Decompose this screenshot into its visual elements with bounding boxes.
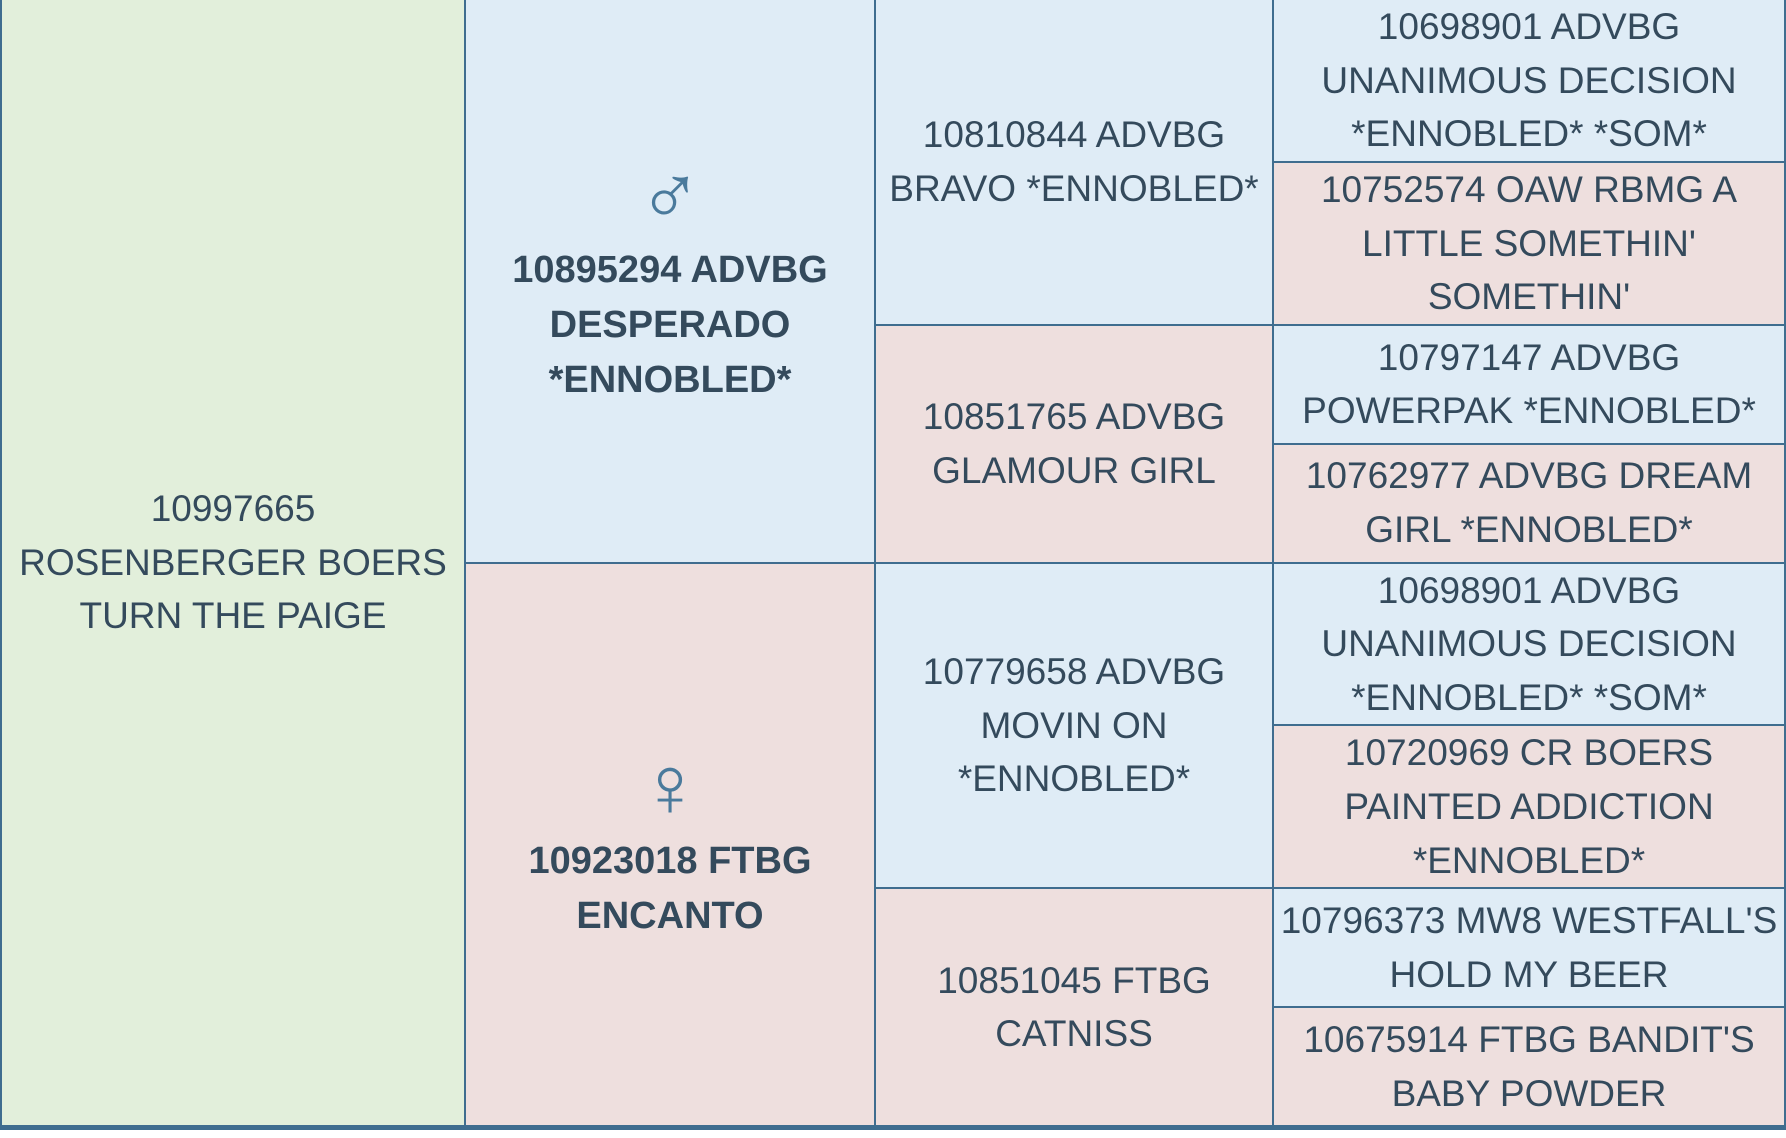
sire-dam-dam-name: 10762977 ADVBG DREAM GIRL *ENNOBLED* <box>1305 455 1753 551</box>
sire-sire-sire-cell[interactable]: 10698901 ADVBG UNANIMOUS DECISION *ENNOB… <box>1274 0 1786 163</box>
sire-dam-name: 10851765 ADVBG GLAMOUR GIRL <box>922 396 1226 491</box>
dam-dam-dam-name: 10675914 FTBG BANDIT'S BABY POWDER <box>1303 1018 1755 1114</box>
dam-sire-sire-name: 10698901 ADVBG UNANIMOUS DECISION *ENNOB… <box>1321 569 1737 718</box>
sire-sire-cell[interactable]: 10810844 ADVBG BRAVO *ENNOBLED* <box>876 0 1274 326</box>
sire-dam-cell[interactable]: 10851765 ADVBG GLAMOUR GIRL <box>876 325 1274 564</box>
dam-dam-cell[interactable]: 10851045 FTBG CATNISS <box>876 889 1274 1127</box>
dam-dam-sire-name: 10796373 MW8 WESTFALL'S HOLD MY BEER <box>1280 900 1778 995</box>
sire-sire-dam-cell[interactable]: 10752574 OAW RBMG A LITTLE SOMETHIN' SOM… <box>1274 162 1786 326</box>
sire-name: 10895294 ADVBG DESPERADO *ENNOBLED* <box>512 249 828 402</box>
sire-dam-sire-cell[interactable]: 10797147 ADVBG POWERPAK *ENNOBLED* <box>1274 325 1786 445</box>
dam-sire-cell[interactable]: 10779658 ADVBG MOVIN ON *ENNOBLED* <box>876 563 1274 890</box>
dam-sire-dam-name: 10720969 CR BOERS PAINTED ADDICTION *ENN… <box>1344 732 1714 881</box>
sire-dam-dam-cell[interactable]: 10762977 ADVBG DREAM GIRL *ENNOBLED* <box>1274 444 1786 564</box>
female-symbol-icon: ♀ <box>637 739 703 836</box>
dam-sire-name: 10779658 ADVBG MOVIN ON *ENNOBLED* <box>922 650 1226 800</box>
dam-dam-sire-cell[interactable]: 10796373 MW8 WESTFALL'S HOLD MY BEER <box>1274 889 1786 1009</box>
subject-name: 10997665 ROSENBERGER BOERS TURN THE PAIG… <box>19 488 447 637</box>
dam-dam-name: 10851045 FTBG CATNISS <box>937 959 1211 1055</box>
sire-cell[interactable]: ♂ 10895294 ADVBG DESPERADO *ENNOBLED* <box>466 0 876 564</box>
sire-sire-name: 10810844 ADVBG BRAVO *ENNOBLED* <box>889 114 1259 209</box>
dam-dam-dam-cell[interactable]: 10675914 FTBG BANDIT'S BABY POWDER <box>1274 1008 1786 1127</box>
subject-cell[interactable]: 10997665 ROSENBERGER BOERS TURN THE PAIG… <box>0 0 466 1127</box>
sire-dam-sire-name: 10797147 ADVBG POWERPAK *ENNOBLED* <box>1302 336 1756 432</box>
dam-sire-dam-cell[interactable]: 10720969 CR BOERS PAINTED ADDICTION *ENN… <box>1274 726 1786 890</box>
sire-sire-dam-name: 10752574 OAW RBMG A LITTLE SOMETHIN' SOM… <box>1320 168 1738 318</box>
dam-sire-sire-cell[interactable]: 10698901 ADVBG UNANIMOUS DECISION *ENNOB… <box>1274 563 1786 727</box>
dam-name: 10923018 FTBG ENCANTO <box>528 840 812 938</box>
sire-sire-sire-name: 10698901 ADVBG UNANIMOUS DECISION *ENNOB… <box>1321 6 1737 155</box>
male-symbol-icon: ♂ <box>637 148 703 245</box>
dam-cell[interactable]: ♀ 10923018 FTBG ENCANTO <box>466 563 876 1127</box>
